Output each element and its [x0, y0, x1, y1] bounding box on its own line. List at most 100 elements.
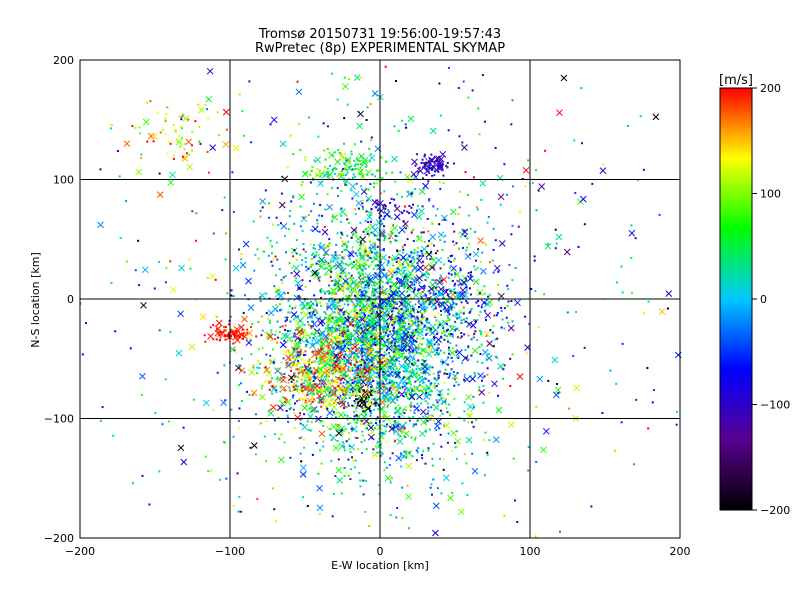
data-point-dot: [399, 430, 402, 433]
data-point-dot: [311, 350, 314, 353]
data-point-dot: [269, 239, 272, 242]
data-point-dot: [272, 361, 275, 364]
data-point-dot: [320, 377, 323, 380]
data-point-dot: [380, 214, 382, 217]
data-point-dot: [318, 214, 321, 217]
data-point-dot: [478, 292, 481, 295]
data-point-cross: [428, 264, 436, 271]
data-point-dot: [355, 157, 358, 160]
data-point-dot: [365, 290, 368, 293]
data-point-dot: [658, 213, 661, 216]
data-point-dot: [318, 276, 321, 279]
data-point-dot: [424, 429, 427, 431]
data-point-dot: [382, 416, 385, 419]
data-point-dot: [343, 445, 346, 448]
data-point-dot: [443, 219, 446, 221]
data-point-cross: [270, 404, 277, 411]
data-point-dot: [356, 437, 359, 439]
data-point-cross: [401, 301, 409, 308]
data-point-dot: [375, 206, 378, 209]
data-point-dot: [246, 390, 248, 393]
data-point-dot: [396, 399, 399, 402]
data-point-dot: [375, 422, 377, 424]
data-point-dot: [369, 300, 372, 303]
data-point-dot: [369, 410, 372, 413]
data-point-cross: [207, 332, 214, 340]
data-point-dot: [449, 266, 451, 269]
data-point-cross: [322, 171, 329, 179]
data-point-dot: [423, 240, 426, 243]
data-point-dot: [421, 363, 424, 366]
data-point-dot: [465, 300, 468, 303]
data-point-dot: [338, 300, 341, 303]
data-point-dot: [125, 260, 128, 263]
data-point-dot: [402, 349, 405, 352]
data-point-cross: [188, 343, 196, 351]
data-point-dot: [280, 361, 283, 364]
data-point-cross: [371, 226, 379, 234]
data-point-dot: [377, 209, 379, 212]
data-point-dot: [357, 312, 360, 315]
data-point-dot: [407, 391, 410, 394]
data-point-dot: [302, 331, 305, 334]
data-point-dot: [319, 291, 322, 294]
data-point-dot: [341, 299, 344, 302]
data-point-dot: [397, 271, 400, 274]
data-point-dot: [535, 460, 538, 463]
data-point-dot: [118, 175, 121, 178]
data-point-cross: [465, 393, 472, 401]
data-point-dot: [321, 342, 324, 345]
data-point-dot: [377, 374, 380, 377]
data-point-dot: [343, 255, 346, 258]
data-point-cross: [415, 213, 423, 221]
data-point-dot: [403, 269, 406, 272]
data-point-dot: [392, 306, 395, 309]
data-point-cross: [411, 264, 419, 272]
data-point-cross: [429, 127, 437, 135]
data-point-dot: [443, 334, 446, 337]
data-point-dot: [387, 367, 390, 370]
data-point-dot: [371, 337, 374, 340]
data-point-dot: [383, 375, 386, 378]
data-point-dot: [310, 257, 313, 260]
data-point-dot: [292, 386, 295, 389]
data-point-dot: [431, 493, 433, 496]
data-point-dot: [351, 266, 354, 269]
data-point-dot: [348, 257, 351, 260]
data-point-dot: [343, 334, 346, 337]
data-point-dot: [391, 379, 394, 382]
data-point-dot: [353, 164, 356, 167]
data-point-dot: [385, 304, 388, 307]
data-point-dot: [377, 351, 380, 354]
data-point-dot: [343, 303, 346, 306]
data-point-dot: [373, 320, 376, 323]
data-point-dot: [334, 376, 337, 378]
data-point-dot: [217, 331, 220, 333]
data-point-dot: [378, 484, 381, 486]
data-point-dot: [406, 484, 409, 487]
data-point-dot: [388, 379, 391, 382]
data-point-dot: [416, 324, 419, 327]
data-point-dot: [273, 419, 276, 422]
data-point-dot: [388, 399, 391, 402]
data-point-dot: [367, 392, 370, 395]
data-point-dot: [374, 397, 377, 400]
data-point-dot: [314, 299, 317, 302]
data-point-dot: [410, 231, 413, 234]
data-point-dot: [370, 356, 373, 359]
data-point-dot: [316, 375, 319, 378]
data-point-dot: [370, 312, 373, 315]
data-point-cross: [471, 467, 479, 475]
data-point-dot: [459, 267, 462, 270]
data-point-dot: [434, 307, 437, 310]
data-point-dot: [304, 365, 307, 368]
data-point-cross: [336, 353, 344, 361]
data-point-dot: [397, 310, 400, 313]
data-point-dot: [362, 479, 365, 482]
data-point-dot: [228, 337, 231, 340]
data-point-dot: [372, 380, 375, 382]
data-point-dot: [348, 321, 351, 324]
data-point-dot: [380, 156, 383, 159]
data-point-cross: [318, 317, 326, 325]
data-point-dot: [468, 311, 471, 314]
